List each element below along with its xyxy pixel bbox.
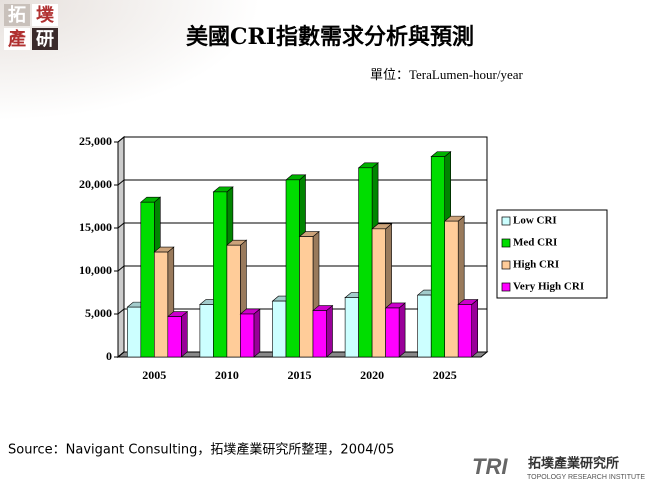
logo-mark: TRI: [472, 454, 508, 479]
logo-name: 拓墣產業研究所: [528, 456, 619, 472]
y-tick-label: 0: [106, 349, 112, 363]
bar-side: [398, 302, 406, 358]
y-tick-label: 25,000: [79, 134, 112, 148]
bar-front: [430, 156, 446, 358]
logo-sub: TOPOLOGY RESEARCH INSTITUTE: [527, 474, 645, 481]
logo-cell: [32, 28, 58, 50]
bar-front: [358, 167, 373, 358]
bar: [239, 308, 261, 358]
chart-title: 美國CRI指數需求分析與預測: [186, 24, 474, 50]
logo-top: 拓 墣 產 研: [4, 4, 58, 50]
source-note: Source：Navigant Consulting，拓墣產業研究所整理，200…: [8, 442, 394, 458]
bar: [166, 310, 189, 358]
legend-label: High CRI: [513, 259, 559, 271]
legend-swatch: [501, 216, 511, 226]
bar-front: [444, 220, 459, 358]
grid-line: [117, 308, 125, 315]
bar-side: [253, 308, 261, 358]
x-tick-label: 2005: [142, 368, 166, 382]
legend-label: Low CRI: [513, 215, 557, 227]
legend-swatch: [501, 260, 511, 270]
y-tick-label: 20,000: [79, 177, 112, 191]
logo-char: 產: [8, 28, 26, 50]
bar-front: [140, 201, 155, 358]
bar-front: [344, 297, 359, 358]
bar-front: [299, 236, 314, 358]
bar-front: [385, 307, 400, 358]
bar-front: [417, 294, 432, 358]
logo-char: 研: [36, 29, 54, 50]
bar-front: [240, 313, 255, 358]
bar: [312, 304, 334, 358]
bar-front: [272, 300, 287, 358]
grid-line: [117, 179, 125, 186]
bar: [457, 298, 479, 358]
bar-side: [326, 304, 333, 358]
bar-front: [199, 304, 214, 358]
bar-front: [154, 251, 169, 358]
legend-swatch: [501, 238, 511, 248]
bar-front: [312, 310, 327, 358]
grid-line: [117, 136, 125, 143]
x-tick-label: 2025: [433, 368, 457, 382]
grid-line: [117, 351, 125, 358]
legend-label: Very High CRI: [513, 281, 584, 293]
legend-swatch: [501, 282, 511, 292]
bar-front: [167, 316, 182, 358]
bar-front: [127, 306, 142, 358]
legend-label: Med CRI: [513, 237, 557, 249]
bar: [384, 302, 406, 358]
side-wall: [117, 135, 125, 359]
x-tick-label: 2015: [288, 368, 312, 382]
bar-front: [371, 228, 386, 358]
bar-front: [285, 179, 300, 358]
plot: 0 5,000 10,000 15,000 20,000 25,000 2005 2010 20…: [79, 134, 608, 382]
x-tick-label: 2020: [360, 368, 384, 382]
logo-cell: [32, 4, 58, 26]
bar-side: [471, 298, 479, 358]
logo-char: 拓: [8, 4, 26, 26]
bar-front: [226, 244, 241, 358]
logo-char: 墣: [36, 5, 54, 26]
y-tick-label: 15,000: [79, 220, 112, 234]
logo-cell: [4, 28, 30, 50]
logo-bottom: TRI 拓墣產業研究所 TOPOLOGY RESEARCH INSTITUTE: [472, 454, 645, 481]
bar-side: [181, 310, 188, 358]
logo-cell: [4, 4, 30, 26]
grid-line: [117, 265, 125, 272]
bar-front: [457, 304, 473, 358]
y-tick-label: 5,000: [85, 306, 112, 320]
x-tick-label: 2010: [215, 368, 239, 382]
grid-line: [117, 222, 125, 229]
y-tick-label: 10,000: [79, 263, 112, 277]
unit-label: 單位：TeraLumen-hour/year: [370, 67, 524, 82]
bar-front: [213, 191, 228, 358]
legend-box: [496, 209, 608, 299]
